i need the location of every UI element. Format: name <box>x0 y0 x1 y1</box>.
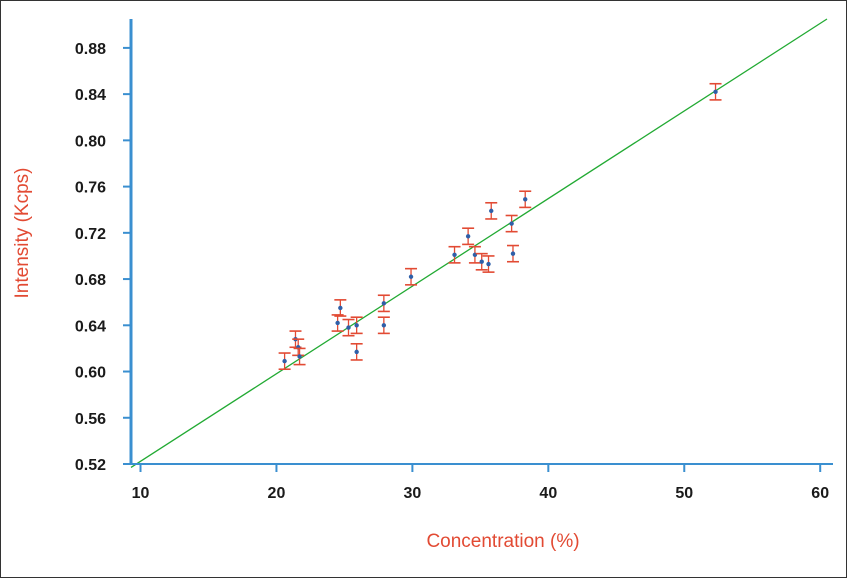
y-tick-label: 0.60 <box>75 365 106 382</box>
data-point <box>509 221 514 226</box>
x-tick-label: 10 <box>132 485 150 502</box>
x-tick-label: 30 <box>403 485 421 502</box>
data-point-errorbar <box>505 214 518 233</box>
data-point <box>523 197 528 202</box>
data-point-errorbar <box>448 245 461 264</box>
data-point-errorbar <box>485 201 498 220</box>
data-point <box>282 358 287 364</box>
y-axis-title: Intensity (Kcps) <box>12 168 33 299</box>
data-point <box>297 354 302 359</box>
data-point <box>489 208 494 214</box>
data-point <box>338 305 343 311</box>
data-point <box>479 259 484 264</box>
y-tick-label: 0.76 <box>75 180 106 197</box>
data-point <box>452 252 457 257</box>
fit-line <box>130 18 828 469</box>
data-point-errorbar <box>377 316 390 335</box>
x-tick-label: 50 <box>675 485 693 502</box>
data-point-errorbar <box>278 352 291 371</box>
data-point-errorbar <box>519 190 532 209</box>
y-tick-label: 0.72 <box>75 226 106 243</box>
data-point <box>486 261 491 267</box>
data-point-errorbar <box>350 316 363 335</box>
x-tick-label: 40 <box>539 485 557 502</box>
data-point-errorbar <box>293 347 306 366</box>
x-tick-label: 20 <box>268 485 286 502</box>
x-axis-title: Concentration (%) <box>426 531 579 552</box>
data-point-errorbar <box>331 314 344 332</box>
data-point <box>354 323 359 328</box>
y-tick-label: 0.84 <box>75 87 106 104</box>
data-point-errorbar <box>462 227 475 246</box>
data-point <box>381 301 387 306</box>
y-tick-label: 0.88 <box>75 41 106 58</box>
data-point <box>381 323 387 328</box>
y-tick-label: 0.80 <box>75 133 106 150</box>
data-point-errorbar <box>342 318 355 337</box>
y-tick-label: 0.68 <box>75 272 106 289</box>
data-point-errorbar <box>350 342 363 361</box>
data-point-errorbar <box>405 267 418 286</box>
data-point-errorbar <box>377 294 390 313</box>
data-point-errorbar <box>709 82 722 101</box>
data-point-errorbar <box>334 299 347 317</box>
data-point <box>346 325 351 330</box>
data-point <box>465 234 471 239</box>
y-tick-label: 0.52 <box>75 457 106 474</box>
y-tick-label: 0.56 <box>75 411 106 428</box>
data-point <box>713 89 718 95</box>
data-point <box>335 320 340 326</box>
data-point-errorbar <box>475 252 488 271</box>
data-point <box>510 251 516 256</box>
data-point <box>408 274 414 279</box>
y-tick-label: 0.64 <box>75 318 106 335</box>
x-tick-label: 60 <box>811 485 829 502</box>
data-point <box>354 349 359 355</box>
data-point-errorbar <box>506 244 519 263</box>
data-point-errorbar <box>482 255 495 273</box>
